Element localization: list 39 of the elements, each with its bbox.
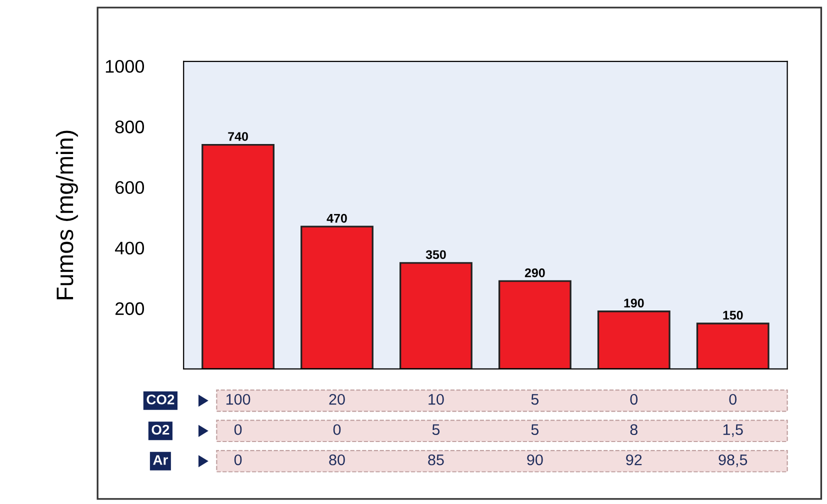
bar [498, 280, 572, 369]
text: 10 [428, 394, 444, 405]
data-label: 350 [426, 250, 446, 260]
bar [202, 144, 274, 369]
y-axis-title: Fumos (mg/min) [56, 130, 78, 300]
text: 98,5 [718, 454, 748, 468]
text: 92 [626, 454, 642, 466]
y-tick-label: 200 [115, 302, 144, 316]
text: 0 [234, 454, 242, 466]
data-label: 470 [326, 214, 347, 223]
data-label: 150 [723, 310, 743, 320]
text: Ar [153, 455, 168, 465]
bar [300, 226, 374, 369]
text: 5 [432, 424, 440, 436]
data-label: 740 [228, 132, 248, 141]
y-tick-label: 400 [115, 242, 144, 254]
text: 20 [329, 394, 345, 405]
data-label: 290 [524, 268, 545, 278]
y-tick-label: 600 [116, 181, 144, 194]
bar [696, 322, 770, 369]
bar [597, 310, 670, 369]
text: 0 [630, 394, 638, 405]
text: 5 [531, 394, 539, 405]
text: 85 [428, 454, 444, 466]
text: 5 [531, 424, 539, 436]
y-tick-label: 800 [115, 120, 144, 134]
y-tick-label: 1000 [106, 60, 144, 73]
text: 0 [333, 424, 341, 436]
data-label: 190 [624, 298, 644, 308]
text: 0 [729, 394, 737, 405]
text: 100 [226, 394, 250, 405]
text: 90 [527, 454, 543, 466]
text: O2 [152, 424, 170, 435]
bar [400, 262, 472, 369]
text: CO2 [146, 394, 174, 404]
text: 8 [630, 424, 638, 436]
text: 0 [234, 424, 242, 436]
text: 1,5 [723, 424, 743, 437]
text: 80 [329, 454, 345, 466]
